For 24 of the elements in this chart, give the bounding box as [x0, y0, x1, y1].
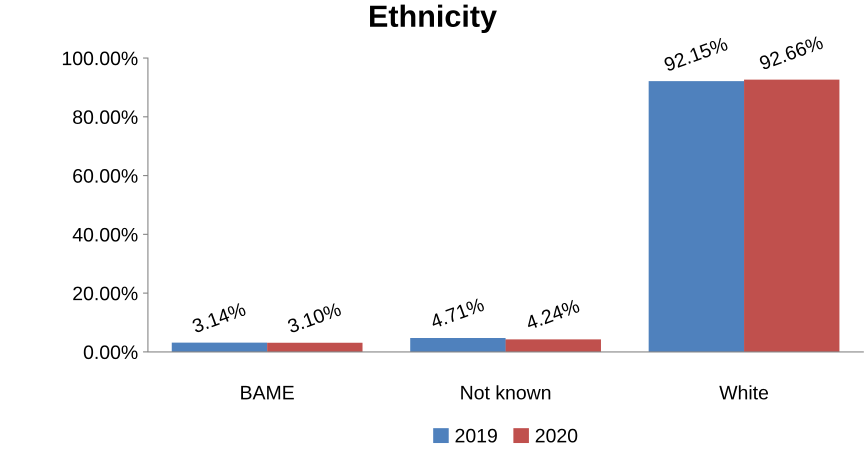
chart-title: Ethnicity: [370, 4, 497, 34]
data-label: 92.15%: [663, 36, 728, 72]
bar: [267, 342, 363, 352]
bar: [410, 338, 506, 352]
y-tick-label: 40.00%: [72, 228, 138, 242]
y-tick-label: 20.00%: [73, 286, 138, 300]
bar: [744, 80, 840, 352]
legend-label: 2020: [536, 428, 578, 443]
data-label: 3.14%: [191, 302, 246, 334]
x-tick-label: Not known: [461, 385, 550, 400]
bar: [506, 339, 601, 352]
data-label: 3.10%: [286, 302, 342, 334]
legend-label: 2019: [456, 428, 497, 443]
bar: [172, 342, 268, 352]
data-label: 4.71%: [430, 297, 485, 329]
x-tick-label: BAME: [241, 386, 294, 400]
y-tick-label: 80.00%: [73, 110, 138, 124]
data-label: 92.66%: [758, 35, 824, 70]
data-label: 4.24%: [524, 298, 580, 330]
y-tick-label: 60.00%: [73, 169, 138, 183]
x-tick-label: White: [719, 385, 768, 400]
bar: [648, 81, 744, 352]
y-tick-label: 100.00%: [62, 52, 138, 66]
y-tick-label: 0.00%: [84, 345, 138, 360]
